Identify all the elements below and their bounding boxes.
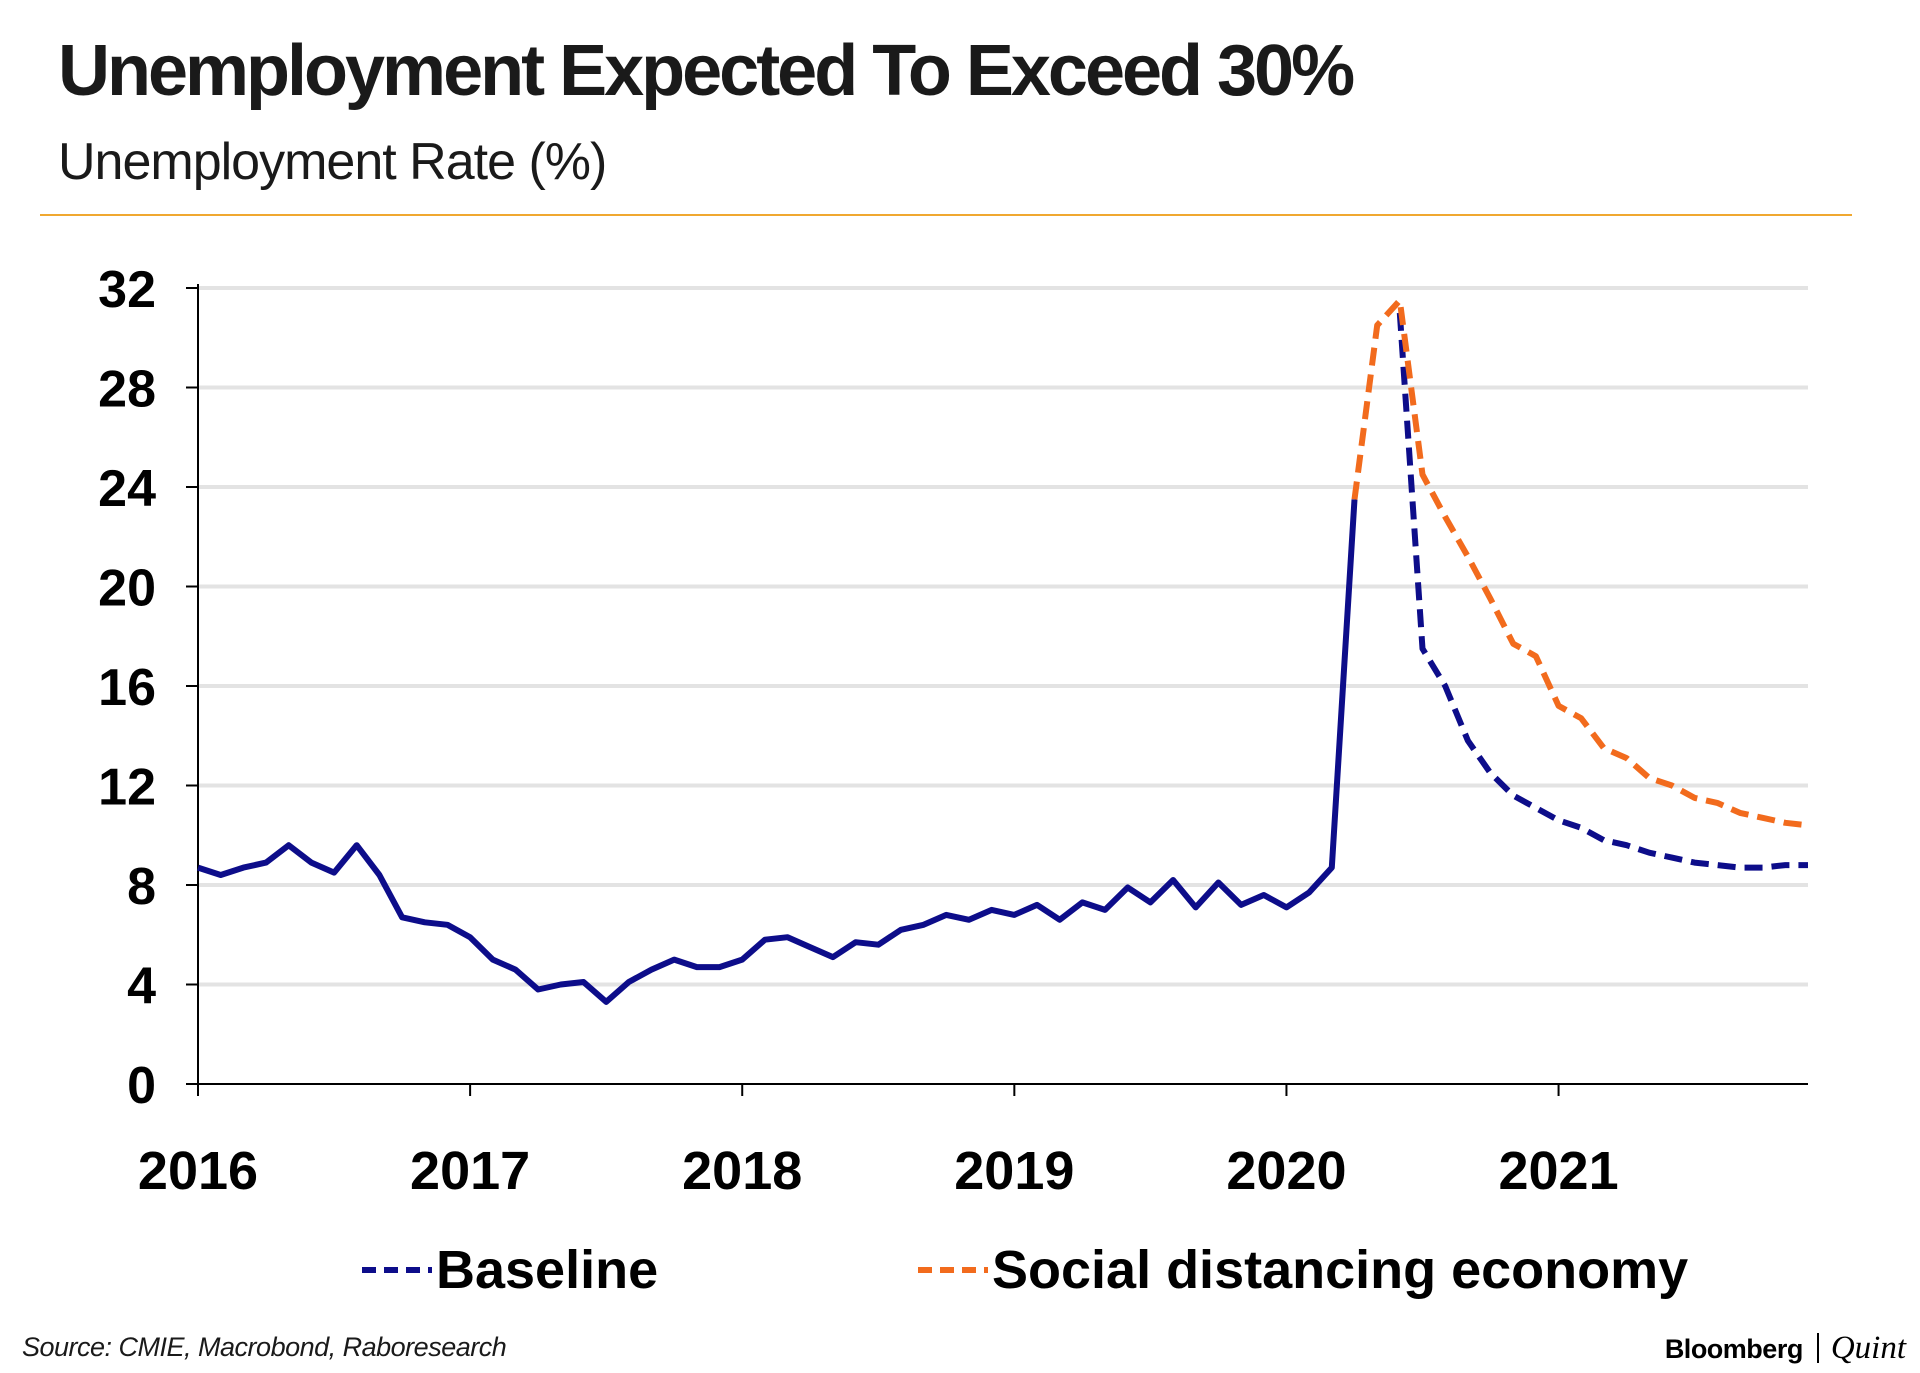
source-note: Source: CMIE, Macrobond, Raboresearch bbox=[22, 1332, 507, 1362]
x-tick-label: 2016 bbox=[138, 1141, 258, 1201]
brand-secondary: Quint bbox=[1830, 1330, 1906, 1366]
y-tick-label: 20 bbox=[98, 560, 156, 618]
y-tick-label: 12 bbox=[98, 759, 156, 817]
brand-primary: Bloomberg bbox=[1664, 1334, 1804, 1364]
y-tick-label: 32 bbox=[98, 261, 156, 319]
y-tick-label: 16 bbox=[98, 659, 156, 717]
y-tick-label: 0 bbox=[127, 1057, 156, 1115]
x-tick-label: 2020 bbox=[1226, 1141, 1346, 1201]
x-tick-label: 2021 bbox=[1498, 1141, 1618, 1201]
legend: Baseline Social distancing economy bbox=[362, 1240, 1688, 1300]
legend-label: Social distancing economy bbox=[992, 1240, 1688, 1300]
x-tick-label: 2019 bbox=[954, 1141, 1074, 1201]
series-line-social-distancing-economy bbox=[1351, 297, 1809, 829]
axes bbox=[186, 284, 1808, 1096]
series-line-historical bbox=[197, 499, 1358, 1005]
series-lines bbox=[197, 297, 1809, 1005]
x-tick-label: 2018 bbox=[682, 1141, 802, 1201]
y-tick-label: 28 bbox=[98, 361, 156, 419]
legend-label: Baseline bbox=[436, 1240, 658, 1300]
tick-labels: 0 4 8 12 16 20 24 28 32 2016 2017 2018 2019 2020 2021 bbox=[98, 261, 1618, 1201]
y-tick-label: 4 bbox=[127, 958, 156, 1016]
series-line-baseline bbox=[1396, 312, 1808, 871]
x-tick-label: 2017 bbox=[410, 1141, 530, 1201]
y-tick-label: 8 bbox=[127, 858, 156, 916]
y-tick-label: 24 bbox=[98, 460, 156, 518]
header-rule bbox=[40, 214, 1852, 216]
brand-separator bbox=[1816, 1333, 1819, 1363]
gridlines bbox=[198, 286, 1808, 987]
chart-title: Unemployment Expected To Exceed 30% bbox=[58, 31, 1355, 111]
brand-logo: Bloomberg Quint bbox=[1665, 1330, 1906, 1367]
chart-subtitle: Unemployment Rate (%) bbox=[58, 133, 607, 191]
